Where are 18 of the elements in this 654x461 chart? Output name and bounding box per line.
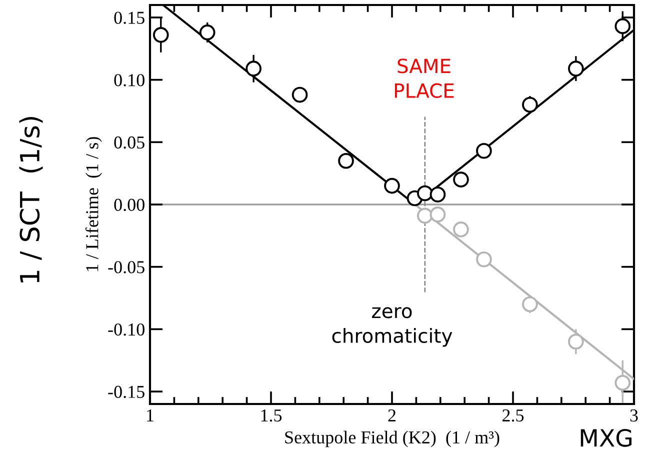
y-tick-label: 0.05 (114, 136, 144, 149)
y-tick-label: -0.15 (108, 386, 144, 398)
y-tick-label: -0.10 (108, 323, 144, 336)
y-axis-title: 1 / Lifetime (1 / s) (85, 137, 102, 272)
y-tick-label: 0.10 (114, 74, 144, 86)
text: 1 / SCT (1/s) (19, 116, 43, 282)
x-axis-title: Sextupole Field (K2) (1 / m³) (285, 430, 500, 448)
x-tick-label: 2 (388, 409, 396, 422)
y-tick-label: 0.00 (114, 198, 144, 212)
annotation: zero chromaticity (332, 307, 452, 347)
x-tick-label: 2.5 (502, 409, 524, 422)
text: MXG (580, 428, 632, 447)
x-tick-label: 1.5 (261, 409, 282, 422)
y-tick-label: 0.15 (114, 12, 144, 24)
y-tick-label: -0.05 (108, 261, 144, 274)
annotation: SAME PLACE (394, 58, 454, 98)
x-tick-label: 3 (630, 409, 638, 422)
x-tick-label: 1 (147, 409, 154, 422)
